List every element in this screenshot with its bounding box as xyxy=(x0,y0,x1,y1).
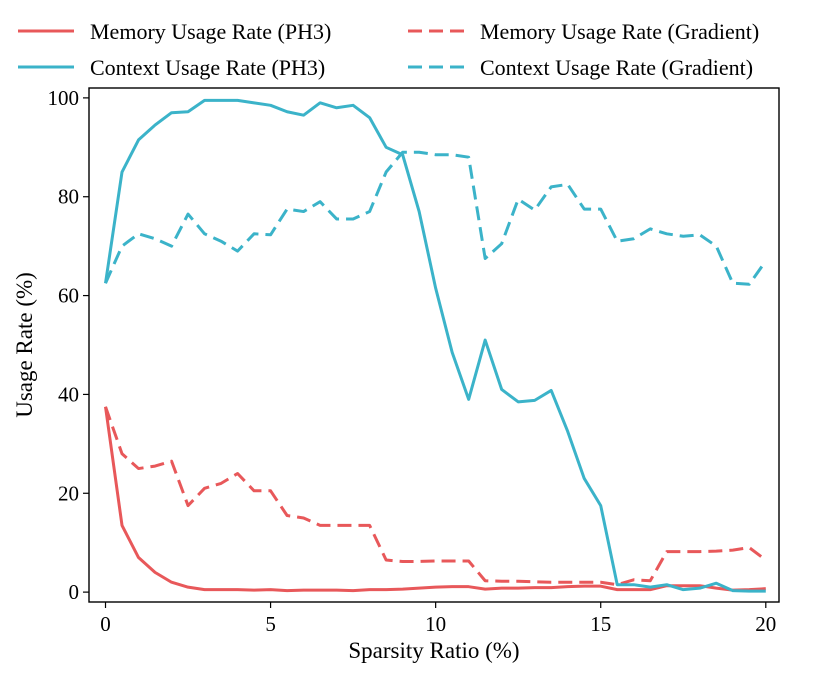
y-axis-ticks: 0 20 40 60 80 100 xyxy=(48,86,89,604)
legend-item-2: Memory Usage Rate (Gradient) xyxy=(408,19,759,44)
legend-label: Context Usage Rate (PH3) xyxy=(90,55,325,80)
legend: Memory Usage Rate (PH3) Memory Usage Rate… xyxy=(18,19,759,80)
legend-item-3: Context Usage Rate (PH3) xyxy=(18,55,325,80)
legend-label: Memory Usage Rate (Gradient) xyxy=(480,19,759,44)
plot-frame xyxy=(88,87,780,603)
plot-lines xyxy=(104,98,768,593)
x-tick-label: 15 xyxy=(590,612,611,636)
x-axis-ticks: 0 5 10 15 20 xyxy=(100,602,776,636)
series-line-2 xyxy=(104,406,767,587)
y-tick-label: 40 xyxy=(58,382,79,406)
series-line-1 xyxy=(104,406,766,593)
legend-label: Memory Usage Rate (PH3) xyxy=(90,19,331,44)
legend-item-1: Memory Usage Rate (PH3) xyxy=(18,19,331,44)
y-tick-label: 60 xyxy=(58,284,79,308)
legend-item-4: Context Usage Rate (Gradient) xyxy=(408,55,753,80)
x-tick-label: 20 xyxy=(755,612,776,636)
y-tick-label: 100 xyxy=(48,86,80,110)
y-tick-label: 20 xyxy=(58,481,79,505)
series-line-3 xyxy=(104,98,766,593)
x-tick-label: 0 xyxy=(100,612,111,636)
y-tick-label: 80 xyxy=(58,185,79,209)
y-tick-label: 0 xyxy=(69,580,80,604)
legend-label: Context Usage Rate (Gradient) xyxy=(480,55,753,80)
series-line-4 xyxy=(104,150,768,286)
x-axis-label: Sparsity Ratio (%) xyxy=(348,638,519,663)
y-axis-label: Usage Rate (%) xyxy=(12,272,37,418)
x-tick-label: 10 xyxy=(425,612,446,636)
x-tick-label: 5 xyxy=(265,612,276,636)
